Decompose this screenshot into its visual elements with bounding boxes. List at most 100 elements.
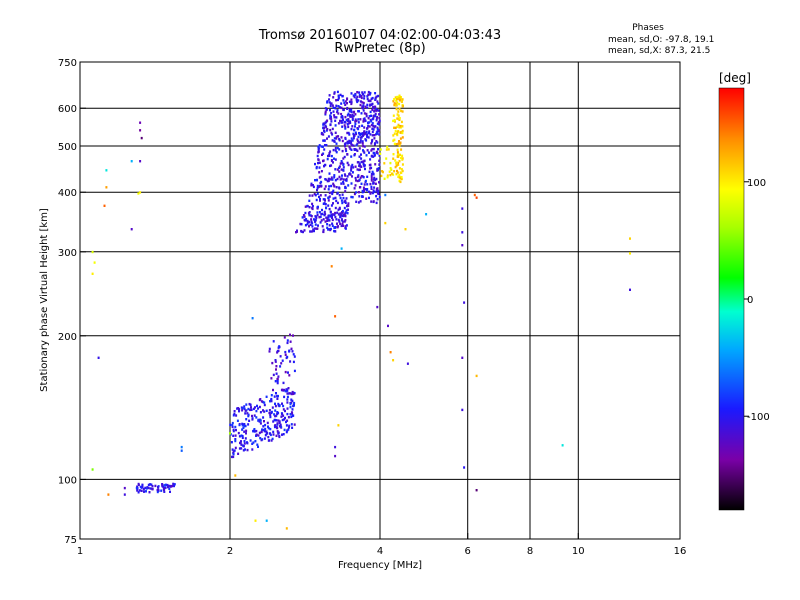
- data-point: [263, 410, 266, 413]
- data-point: [350, 167, 353, 170]
- data-point: [311, 222, 314, 225]
- data-point: [139, 160, 142, 163]
- data-point: [395, 164, 398, 167]
- data-point: [376, 115, 379, 119]
- data-point: [365, 197, 368, 200]
- data-point: [314, 215, 317, 218]
- x-axis-label: Frequency [MHz]: [338, 560, 422, 571]
- data-point: [343, 120, 346, 124]
- data-point: [157, 486, 159, 489]
- data-point: [290, 423, 293, 426]
- data-point: [336, 201, 339, 205]
- data-point: [281, 359, 284, 362]
- data-point: [366, 135, 369, 139]
- data-point: [291, 390, 294, 394]
- data-point: [271, 406, 274, 409]
- data-point: [325, 108, 328, 111]
- data-point: [318, 195, 320, 199]
- data-point: [325, 144, 328, 147]
- data-point: [331, 133, 334, 136]
- data-point: [231, 423, 234, 427]
- data-point: [327, 214, 330, 218]
- data-point: [368, 190, 370, 193]
- data-point: [314, 179, 316, 182]
- data-point: [277, 375, 280, 378]
- data-point: [326, 128, 329, 131]
- data-point: [331, 216, 333, 219]
- data-point: [363, 183, 366, 186]
- data-point: [285, 430, 288, 434]
- data-point: [392, 153, 395, 156]
- data-point: [354, 118, 357, 121]
- data-point: [334, 119, 337, 122]
- data-point: [333, 213, 336, 217]
- data-point: [397, 161, 399, 165]
- data-point: [475, 489, 478, 492]
- data-point: [331, 218, 334, 222]
- data-point: [332, 189, 335, 192]
- data-point: [335, 218, 338, 221]
- data-point: [271, 437, 274, 441]
- phases-mean-o: mean, sd,O: -97.8, 19.1: [608, 35, 714, 45]
- data-point: [340, 119, 343, 123]
- data-point: [354, 176, 357, 180]
- data-point: [290, 347, 293, 350]
- data-point: [342, 182, 345, 185]
- data-point: [278, 420, 281, 423]
- data-point: [389, 161, 392, 165]
- data-point: [237, 452, 240, 455]
- data-point: [340, 199, 343, 202]
- data-point: [358, 186, 361, 189]
- data-point: [371, 170, 374, 174]
- data-point: [629, 288, 631, 291]
- data-point: [139, 191, 142, 194]
- data-point: [316, 192, 319, 195]
- data-point: [368, 99, 371, 102]
- data-point: [326, 100, 329, 103]
- data-point: [337, 97, 340, 100]
- data-point: [319, 199, 321, 202]
- data-point: [304, 224, 307, 227]
- y-tick-label: 75: [64, 535, 77, 546]
- data-point: [319, 221, 322, 224]
- data-point: [337, 112, 340, 115]
- data-point: [369, 192, 372, 195]
- x-tick-label: 6: [465, 546, 471, 557]
- data-point: [354, 125, 356, 128]
- data-point: [284, 390, 287, 393]
- data-point: [361, 124, 364, 127]
- data-point: [308, 199, 311, 202]
- data-point: [243, 405, 246, 408]
- data-point: [246, 442, 249, 445]
- data-point: [314, 218, 317, 222]
- data-point: [281, 402, 283, 405]
- data-point: [395, 107, 398, 111]
- data-point: [372, 147, 375, 151]
- data-point: [375, 133, 378, 136]
- data-point: [352, 132, 355, 136]
- data-point: [333, 140, 336, 143]
- data-point: [321, 225, 324, 228]
- data-point: [368, 115, 371, 118]
- data-point: [308, 194, 311, 197]
- data-point: [406, 362, 409, 365]
- data-point: [375, 177, 378, 181]
- data-point: [328, 94, 331, 97]
- data-point: [164, 483, 167, 486]
- data-point: [314, 220, 316, 223]
- data-point: [279, 423, 282, 426]
- data-point: [461, 231, 464, 234]
- data-point: [355, 132, 358, 136]
- data-point: [398, 174, 401, 177]
- data-point: [349, 120, 351, 123]
- data-point: [232, 434, 235, 437]
- data-point: [329, 211, 332, 214]
- data-point: [365, 114, 368, 118]
- data-point: [338, 166, 340, 170]
- data-point: [364, 131, 367, 135]
- data-point: [282, 381, 285, 385]
- data-point: [288, 424, 291, 427]
- data-point: [331, 222, 334, 225]
- data-point: [316, 205, 319, 209]
- data-point: [239, 442, 242, 445]
